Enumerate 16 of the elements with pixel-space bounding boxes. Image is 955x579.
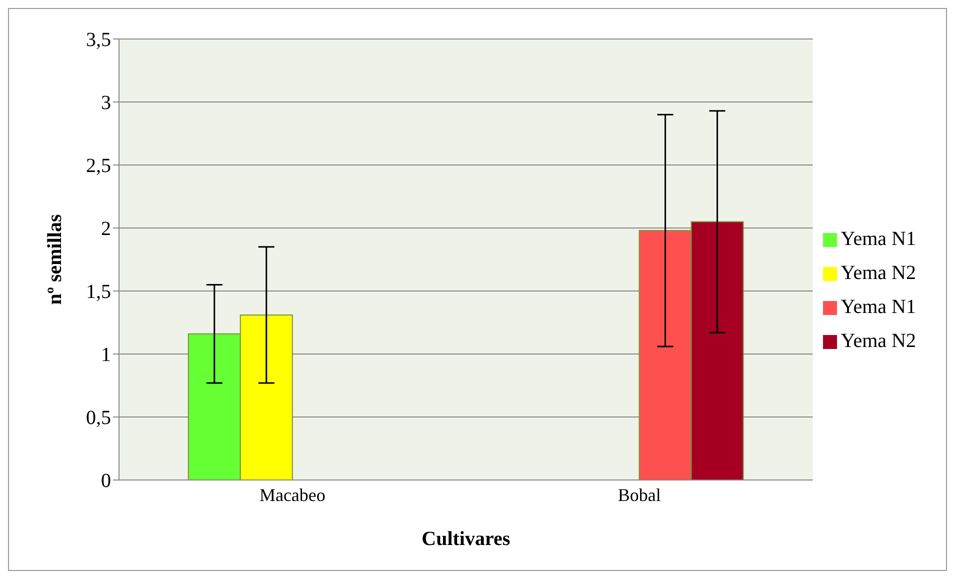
y-tick-label: 2,5: [86, 155, 111, 178]
y-axis-title: nº semillas: [44, 214, 66, 305]
y-tick-label: 3: [101, 92, 111, 114]
legend-label: Yema N2: [840, 330, 916, 352]
y-tick-label: 1: [101, 344, 111, 366]
y-tick-label: 1,5: [86, 281, 111, 304]
y-tick-label: 0: [101, 470, 111, 492]
legend-label: Yema N1: [840, 296, 916, 318]
y-tick-label: 3,5: [86, 29, 111, 52]
legend-label: Yema N1: [840, 228, 916, 250]
y-tick-label: 2: [101, 218, 111, 240]
x-axis-title: Cultivares: [422, 528, 510, 550]
legend-label: Yema N2: [840, 262, 916, 284]
x-tick-label: Bobal: [618, 484, 661, 505]
y-tick-label: 0,5: [86, 407, 111, 430]
x-tick-label: Macabeo: [259, 484, 326, 505]
